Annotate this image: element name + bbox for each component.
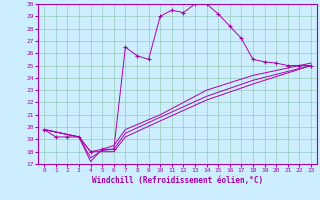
X-axis label: Windchill (Refroidissement éolien,°C): Windchill (Refroidissement éolien,°C) <box>92 176 263 185</box>
